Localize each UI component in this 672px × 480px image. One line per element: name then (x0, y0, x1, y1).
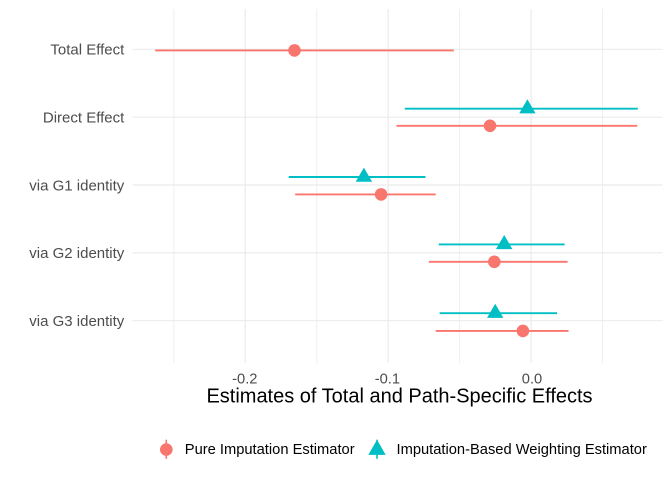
svg-text:via G2 identity: via G2 identity (29, 245, 125, 262)
svg-text:via G1 identity: via G1 identity (29, 177, 125, 194)
svg-text:Pure Imputation Estimator: Pure Imputation Estimator (185, 442, 355, 458)
svg-text:via G3 identity: via G3 identity (29, 313, 125, 330)
svg-text:Imputation-Based Weighting Est: Imputation-Based Weighting Estimator (397, 442, 647, 458)
svg-text:-0.1: -0.1 (375, 371, 400, 387)
svg-text:Estimates of Total and Path-Sp: Estimates of Total and Path-Specific Eff… (206, 386, 592, 408)
svg-text:Total Effect: Total Effect (50, 42, 125, 59)
svg-text:0.0: 0.0 (522, 371, 542, 387)
svg-text:-0.2: -0.2 (232, 371, 257, 387)
svg-text:Direct Effect: Direct Effect (43, 110, 125, 127)
